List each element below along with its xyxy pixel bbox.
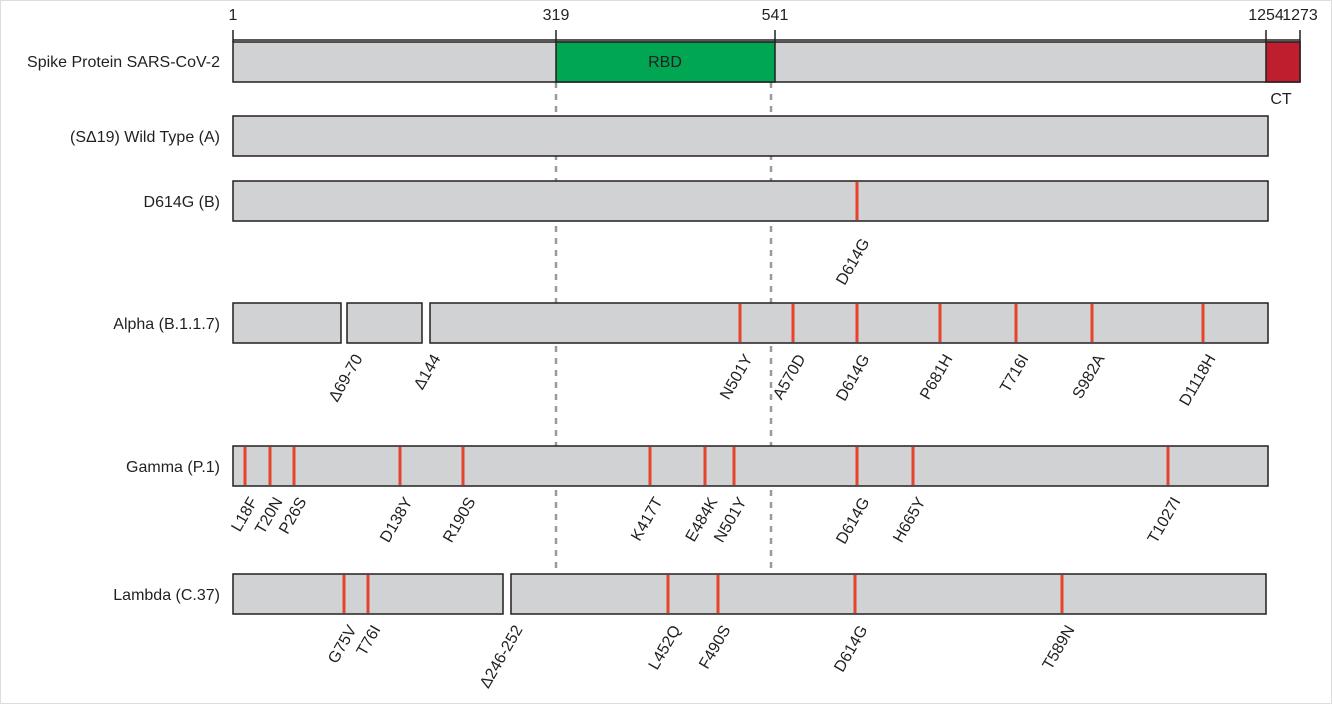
domain-label: CT: [1270, 91, 1292, 108]
row-label: Spike Protein SARS-CoV-2: [27, 54, 220, 71]
rbd-domain: [555, 41, 776, 83]
ruler-label: 1273: [1282, 7, 1318, 24]
bar: [429, 302, 1269, 344]
bar: [232, 445, 1269, 487]
row-label: D614G (B): [144, 194, 220, 211]
bar: [510, 573, 1267, 615]
domain-label: RBD: [648, 54, 682, 71]
bar: [346, 302, 423, 344]
bar: [232, 180, 1269, 222]
row-label: Alpha (B.1.1.7): [113, 316, 220, 333]
ruler-label: 541: [762, 7, 789, 24]
bar: [232, 115, 1269, 157]
ruler-label: 319: [543, 7, 570, 24]
row-label: (SΔ19) Wild Type (A): [70, 129, 220, 146]
ruler-label: 1: [229, 7, 238, 24]
ct-domain: [1265, 41, 1301, 83]
row-label: Lambda (C.37): [113, 587, 220, 604]
row-label: Gamma (P.1): [126, 459, 220, 476]
ruler-label: 1254: [1248, 7, 1284, 24]
bar: [232, 302, 342, 344]
